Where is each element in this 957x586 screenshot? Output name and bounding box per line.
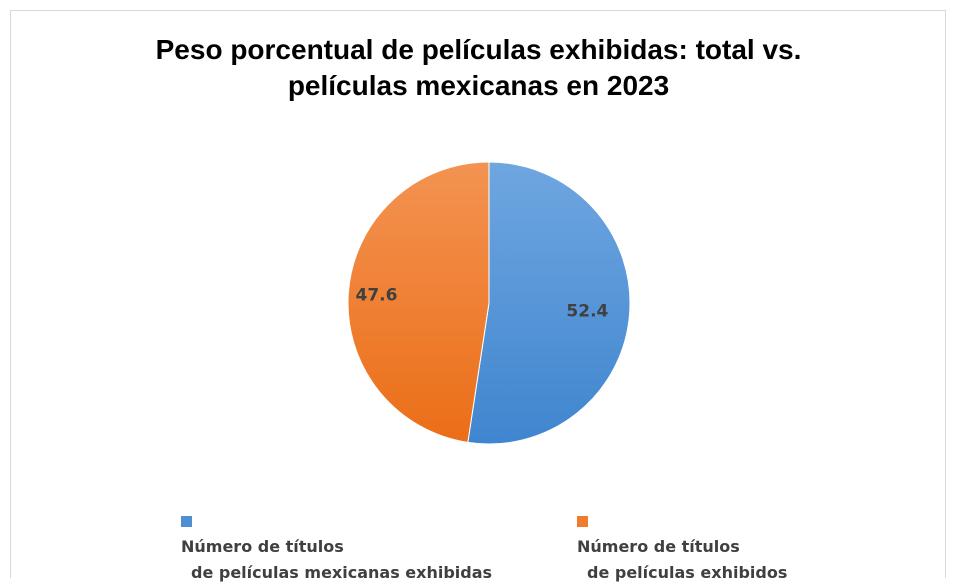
legend-label-total-line-1: Número de títulos xyxy=(577,537,740,556)
legend-item-total: Número de títulos de películas exhibidos xyxy=(577,508,787,586)
chart-title-line-1: Peso porcentual de películas exhibidas: … xyxy=(155,34,802,65)
chart-title: Peso porcentual de películas exhibidas: … xyxy=(0,32,957,104)
data-label-total: 47.6 xyxy=(356,286,398,306)
legend-swatch-mexicanas xyxy=(181,516,192,527)
data-label-mexicanas: 52.4 xyxy=(566,301,608,321)
legend-swatch-total xyxy=(577,516,588,527)
pie-slice-total[interactable] xyxy=(347,161,490,443)
chart-title-line-2: películas mexicanas en 2023 xyxy=(287,70,670,101)
legend-label-mexicanas-line-1: Número de títulos xyxy=(181,537,344,556)
chart-area xyxy=(10,10,946,578)
legend-label-total-line-2: de películas exhibidos xyxy=(587,563,788,582)
pie-slice-mexicanas[interactable] xyxy=(467,161,631,445)
legend-label-mexicanas-line-2: de películas mexicanas exhibidas xyxy=(191,563,493,582)
legend-item-mexicanas: Número de títulos de películas mexicanas… xyxy=(181,508,492,586)
